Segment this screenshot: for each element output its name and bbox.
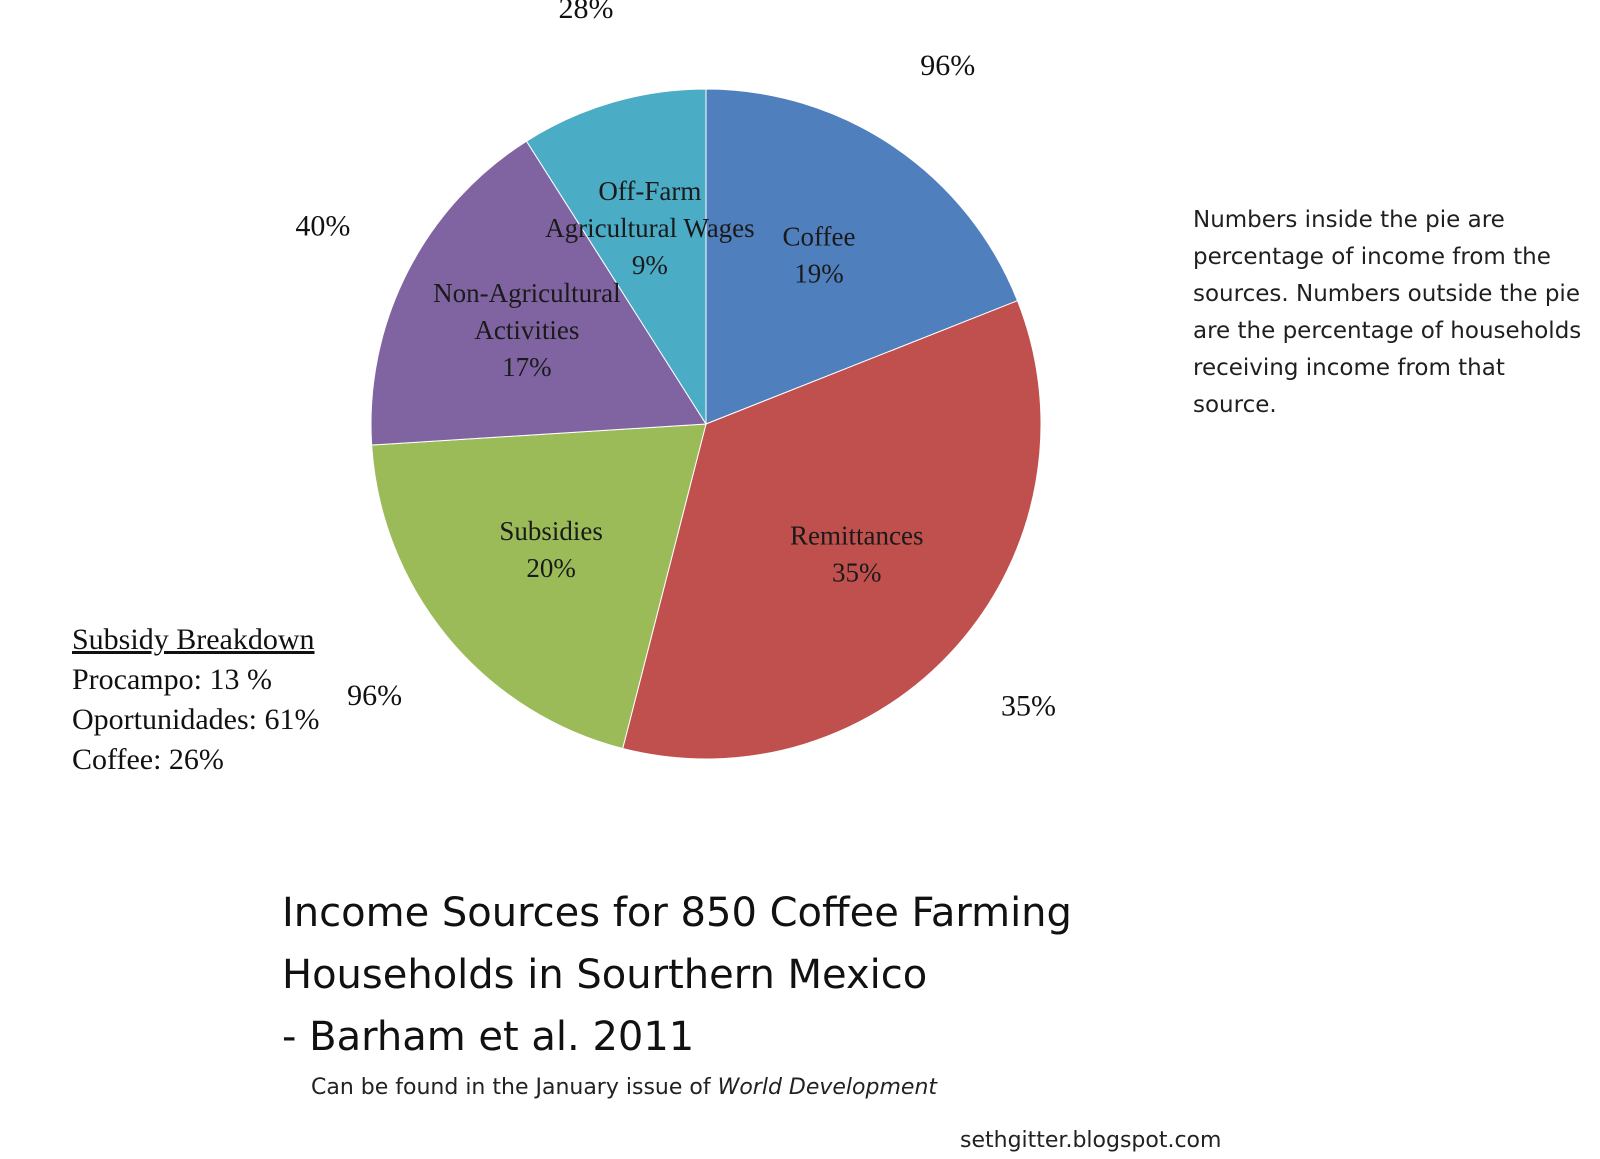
slice-label-off-farm-agricultural-wages: Agricultural Wages <box>545 213 755 243</box>
chart-title: Income Sources for 850 Coffee Farming Ho… <box>282 882 1182 1068</box>
slice-label-off-farm-agricultural-wages: Off-Farm <box>598 176 701 206</box>
slice-label-non-agricultural-activities: Non-Agricultural <box>433 278 620 308</box>
subsidy-item-oportunidades: Oportunidades: 61% <box>72 703 320 736</box>
source-note: Can be found in the January issue of Wor… <box>311 1075 937 1100</box>
slice-label-coffee: Coffee <box>782 221 855 251</box>
households-pct-off-farm-agricultural-wages: 28% <box>559 0 614 25</box>
subsidy-breakdown-title: Subsidy Breakdown <box>72 623 315 656</box>
slice-value-remittances: 35% <box>832 558 882 588</box>
subsidy-item-coffee: Coffee: 26% <box>72 743 224 776</box>
title-line-2: Households in Sourthern Mexico <box>282 952 928 998</box>
slice-label-subsidies: Subsidies <box>499 516 603 546</box>
source-prefix: Can be found in the January issue of <box>311 1075 718 1100</box>
blog-credit: sethgitter.blogspot.com <box>960 1128 1222 1153</box>
households-pct-remittances: 35% <box>1001 689 1056 722</box>
slice-label-remittances: Remittances <box>790 521 923 551</box>
pie-slice-remittances <box>622 300 1042 760</box>
households-pct-non-agricultural-activities: 40% <box>295 210 350 243</box>
subsidy-breakdown: Subsidy Breakdown Procampo: 13 % Oportun… <box>72 620 319 780</box>
source-journal: World Development <box>717 1075 938 1100</box>
pie-slice-non-agricultural-activities <box>370 140 707 446</box>
title-line-1: Income Sources for 850 Coffee Farming <box>282 890 1072 936</box>
subsidy-item-procampo: Procampo: 13 % <box>72 663 272 696</box>
pie-slice-subsidies <box>371 423 707 750</box>
pie-slice-coffee <box>705 88 1019 425</box>
slice-value-off-farm-agricultural-wages: 9% <box>632 250 668 280</box>
chart-note: Numbers inside the pie are percentage of… <box>1193 207 1582 418</box>
slice-value-coffee: 19% <box>794 258 844 288</box>
households-pct-subsidies: 96% <box>347 679 402 712</box>
slice-value-subsidies: 20% <box>526 553 576 583</box>
pie-slice-off-farm-agricultural-wages <box>525 88 707 426</box>
households-pct-coffee: 96% <box>920 49 975 82</box>
slice-value-non-agricultural-activities: 17% <box>502 352 552 382</box>
slice-label-non-agricultural-activities: Activities <box>474 315 579 345</box>
title-line-3: - Barham et al. 2011 <box>282 1014 695 1060</box>
